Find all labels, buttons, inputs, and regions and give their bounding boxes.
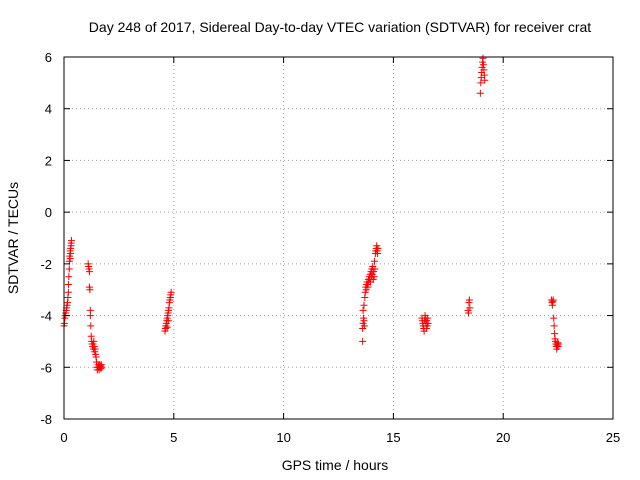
- data-point-marker: [66, 255, 74, 263]
- y-tick-labels: -8 -6 -4 -2 0 2 4 6: [40, 50, 52, 427]
- x-tick-label: 15: [386, 430, 400, 445]
- data-point-marker: [163, 323, 171, 331]
- chart-title: Day 248 of 2017, Sidereal Day-to-day VTE…: [89, 19, 591, 35]
- y-tick-label: 2: [45, 153, 52, 168]
- data-point-marker: [167, 288, 175, 296]
- y-tick-label: -6: [40, 360, 52, 375]
- data-point-marker: [476, 89, 484, 97]
- x-tick-label: 25: [606, 430, 620, 445]
- x-tick-labels: 0 5 10 15 20 25: [60, 430, 620, 445]
- y-tick-label: 4: [45, 102, 52, 117]
- data-point-marker: [85, 268, 93, 276]
- series-sdtvar: [60, 54, 563, 374]
- x-tick-label: 0: [60, 430, 67, 445]
- data-point-marker: [465, 296, 473, 304]
- data-point-marker: [86, 312, 94, 320]
- y-tick-label: 6: [45, 50, 52, 65]
- data-point-marker: [424, 319, 432, 327]
- data-point-marker: [371, 265, 379, 273]
- data-point-marker: [86, 286, 94, 294]
- data-point-marker: [374, 244, 382, 252]
- data-point-marker: [465, 309, 473, 317]
- axis-ticks: [63, 56, 614, 420]
- data-point-marker: [360, 322, 368, 330]
- data-point-marker: [550, 314, 558, 322]
- data-point-marker: [98, 363, 106, 371]
- data-point-marker: [370, 273, 378, 281]
- data-point-marker: [64, 288, 72, 296]
- data-point-marker: [64, 281, 72, 289]
- data-point-marker: [359, 337, 367, 345]
- data-point-marker: [87, 322, 95, 330]
- y-tick-label: 0: [45, 205, 52, 220]
- data-point-marker: [65, 273, 73, 281]
- x-tick-label: 5: [170, 430, 177, 445]
- data-point-marker: [359, 306, 367, 314]
- data-point-marker: [481, 76, 489, 84]
- data-point-marker: [550, 322, 558, 330]
- data-point-marker: [360, 301, 368, 309]
- y-tick-label: -2: [40, 257, 52, 272]
- data-series: [60, 54, 563, 374]
- data-point-marker: [371, 257, 379, 265]
- x-tick-label: 20: [496, 430, 510, 445]
- grid-lines: [64, 57, 613, 419]
- data-point-marker: [65, 265, 73, 273]
- plot-frame: [63, 56, 614, 420]
- x-tick-label: 10: [276, 430, 290, 445]
- data-point-marker: [164, 317, 172, 325]
- data-point-marker: [549, 296, 557, 304]
- data-point-marker: [364, 283, 372, 291]
- x-axis-label: GPS time / hours: [282, 457, 389, 473]
- data-point-marker: [555, 340, 563, 348]
- data-point-marker: [466, 304, 474, 312]
- y-tick-label: -8: [40, 412, 52, 427]
- data-point-marker: [479, 54, 487, 62]
- y-axis-label: SDTVAR / TECUs: [5, 182, 21, 294]
- data-point-marker: [67, 237, 75, 245]
- y-tick-label: -4: [40, 309, 52, 324]
